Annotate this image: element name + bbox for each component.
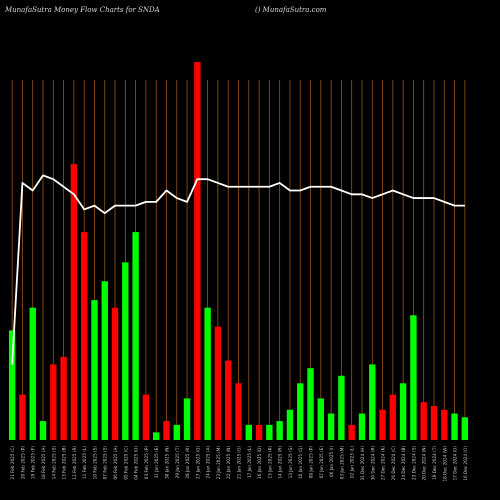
money-flow-bar	[430, 405, 438, 440]
money-flow-bar	[70, 164, 78, 440]
x-tick-label: 28 Jan 2025 (R)	[185, 446, 190, 479]
money-flow-bar	[235, 383, 242, 440]
x-tick-label: 02 Jan 2025 (L)	[350, 446, 355, 478]
money-flow-bar	[399, 383, 407, 440]
x-tick-label: 16 Dec 2024 (O)	[463, 446, 468, 481]
x-tick-label: 08 Jan 2025 (P)	[309, 446, 314, 479]
money-flow-bar	[369, 364, 376, 440]
money-flow-bar	[183, 398, 191, 440]
x-tick-label: 17 Dec 2024 (U)	[453, 446, 458, 481]
money-flow-bar	[379, 409, 386, 440]
money-flow-bar	[389, 394, 397, 440]
x-tick-label: 10 Feb 2025 (S)	[92, 446, 97, 480]
x-tick-label: 04 Feb 2025 (U)	[134, 446, 139, 480]
money-flow-bar	[111, 307, 119, 440]
money-flow-bar	[29, 307, 36, 440]
x-tick-label: 27 Dec 2024 (K)	[381, 446, 386, 480]
money-flow-bar	[327, 413, 335, 440]
line-layer	[11, 174, 465, 365]
x-tick-label: 06 Jan 2025 (I)	[329, 446, 334, 477]
money-flow-bar	[317, 398, 325, 440]
chart-title: MunafaSutra Money Flow Charts for SNDA	[5, 6, 160, 14]
x-tick-label: 30 Jan 2025 (N)	[164, 446, 169, 479]
x-tick-label: 31 Jan 2025 (E)	[154, 446, 159, 479]
money-flow-bar	[276, 421, 283, 440]
x-tick-label: 31 Dec 2024 (H)	[360, 446, 365, 481]
x-tick-label: 22 Jan 2025 (N)	[226, 446, 231, 479]
x-tick-label: 07 Jan 2025 (E)	[319, 446, 324, 479]
money-flow-bar	[441, 409, 448, 440]
money-flow-bar	[204, 307, 211, 440]
x-tick-label: 24 Jan 2025 (A)	[206, 446, 211, 479]
money-flow-bar	[297, 383, 304, 440]
price-line	[11, 174, 465, 365]
site-credit: () MunafaSutra.com	[255, 6, 327, 14]
money-flow-bar	[101, 281, 108, 440]
x-tick-label: 07 Feb 2025 (S)	[103, 446, 108, 480]
money-flow-bar	[50, 364, 57, 440]
money-flow-bar	[245, 424, 252, 440]
x-tick-label: 13 Jan 2025 (S)	[288, 446, 293, 479]
label-layer: 21 Feb 2025 (C) 20 Feb 2025 (P) 19 Feb 202…	[10, 446, 468, 482]
money-flow-bar	[451, 413, 458, 440]
x-tick-label: 19 Dec 2024 (T)	[432, 446, 437, 480]
money-flow-bar	[8, 330, 16, 440]
money-flow-bar	[122, 262, 129, 440]
x-tick-label: 14 Jan 2025 (R)	[278, 446, 283, 479]
x-tick-label: 23 Jan 2025 (M)	[216, 446, 221, 480]
x-tick-label: 03 Feb 2025 (P)	[144, 446, 149, 480]
money-flow-bar	[91, 300, 98, 440]
money-flow-bar	[266, 424, 273, 440]
money-flow-bar	[19, 394, 26, 440]
x-tick-label: 14 Feb 2025 (S)	[51, 446, 56, 480]
money-flow-bar	[307, 368, 314, 440]
money-flow-bar	[39, 421, 47, 440]
money-flow-bar	[142, 394, 150, 440]
x-tick-label: 19 Feb 2025 (F)	[31, 446, 36, 479]
x-tick-label: 03 Jan 2025 (M)	[339, 446, 344, 480]
money-flow-bar	[338, 375, 345, 440]
money-flow-bar	[163, 421, 170, 440]
x-tick-label: 18 Dec 2024 (W)	[442, 446, 447, 482]
money-flow-bar	[358, 413, 366, 440]
x-tick-label: 21 Feb 2025 (C)	[10, 446, 15, 480]
x-tick-label: 11 Feb 2025 (L)	[82, 446, 87, 479]
x-tick-label: 21 Jan 2025 (O)	[237, 446, 242, 479]
money-flow-bar	[420, 402, 427, 440]
x-tick-label: 26 Dec 2024 (C)	[391, 446, 396, 481]
x-tick-label: 15 Jan 2025 (K)	[267, 446, 272, 479]
money-flow-bar	[173, 424, 180, 440]
x-tick-label: 17 Jan 2025 (L)	[247, 446, 252, 478]
x-tick-label: 06 Feb 2025 (A)	[113, 446, 118, 480]
money-flow-bar	[348, 424, 355, 440]
x-tick-label: 30 Dec 2024 (R)	[370, 446, 375, 481]
x-tick-label: 18 Feb 2025 (A)	[41, 446, 46, 480]
x-tick-label: 23 Dec 2024 (S)	[411, 446, 416, 480]
money-flow-bar	[286, 409, 294, 440]
x-tick-label: 24 Dec 2024 (B)	[401, 446, 406, 481]
x-tick-label: 20 Feb 2025 (P)	[20, 446, 25, 480]
money-flow-bar	[255, 424, 263, 440]
money-flow-bar	[60, 356, 67, 440]
x-tick-label: 12 Feb 2025 (R)	[72, 446, 77, 480]
x-tick-label: 05 Feb 2025 (C)	[123, 446, 128, 480]
x-tick-label: 27 Jan 2025 (G)	[195, 446, 200, 479]
bar-layer	[8, 62, 469, 440]
money-flow-bar	[80, 232, 88, 440]
money-flow-bar	[225, 360, 232, 440]
x-tick-label: 29 Jan 2025 (T)	[175, 446, 180, 479]
money-flow-bar	[214, 326, 222, 440]
money-flow-bar	[461, 417, 469, 440]
money-flow-bar	[152, 432, 160, 440]
x-tick-label: 20 Dec 2024 (N)	[422, 446, 427, 481]
money-flow-bar	[194, 62, 201, 440]
x-tick-label: 16 Jan 2025 (D)	[257, 446, 262, 479]
x-tick-label: 10 Jan 2025 (Q)	[298, 446, 303, 479]
money-flow-bar	[410, 315, 417, 440]
x-tick-label: 13 Feb 2025 (B)	[62, 446, 67, 480]
money-flow-bar	[132, 232, 139, 440]
